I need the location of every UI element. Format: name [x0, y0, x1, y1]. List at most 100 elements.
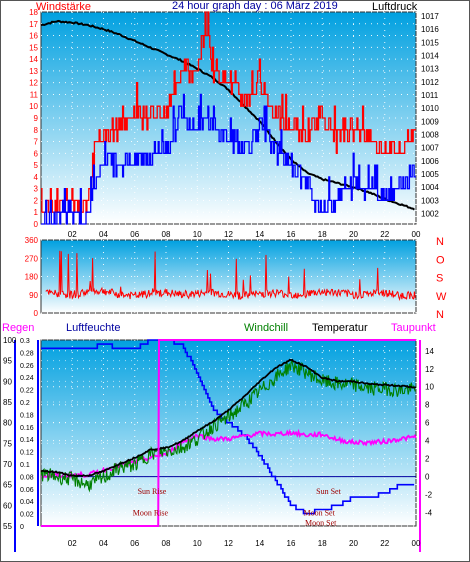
- wind-direction-line: [45, 250, 416, 302]
- x-tick-label: 16: [287, 539, 296, 548]
- right-tick-label: 1006: [421, 157, 439, 166]
- right-tick-label: 1003: [421, 196, 439, 205]
- dewpoint-header: Taupunkt: [391, 322, 436, 334]
- x-tick-label: 12: [224, 230, 233, 239]
- x-tick-label: 08: [162, 539, 171, 548]
- right-tick-label: 1007: [421, 144, 439, 153]
- x-tick-label: 22: [380, 230, 389, 239]
- rain-tick-label: 0: [20, 524, 24, 531]
- rain-tick-label: 0.18: [20, 412, 34, 419]
- humidity-tick-label: 85: [3, 398, 12, 407]
- direction-tick-label: 180: [25, 273, 39, 282]
- rain-tick-label: 0.28: [20, 350, 34, 357]
- compass-label: O: [436, 254, 445, 266]
- x-tick-label: 14: [255, 539, 264, 548]
- rain-tick-label: 0.22: [20, 388, 34, 395]
- right-tick-label: 1005: [421, 170, 439, 179]
- right-tick-label: 1014: [421, 51, 439, 60]
- x-tick-label: 18: [318, 230, 327, 239]
- left-tick-label: 18: [29, 8, 38, 17]
- left-tick-label: 12: [29, 79, 38, 88]
- humidity-tick-label: 60: [3, 501, 12, 510]
- rain-tick-label: 0.24: [20, 375, 34, 382]
- humidity-tick-label: 65: [3, 481, 12, 490]
- x-tick-label: 18: [318, 539, 327, 548]
- rain-header: Regen: [2, 322, 34, 334]
- right-tick-label: 1004: [421, 183, 439, 192]
- right-tick-label: 1009: [421, 117, 439, 126]
- direction-tick-label: 0: [34, 309, 39, 318]
- temperature-tick-label: 4: [425, 437, 430, 446]
- x-tick-label: 00: [412, 539, 421, 548]
- x-tick-label: 12: [224, 539, 233, 548]
- left-tick-label: 6: [34, 149, 39, 158]
- rain-tick-label: 0.14: [20, 437, 34, 444]
- rain-tick-label: 0.04: [20, 499, 34, 506]
- temperature-tick-label: 2: [425, 455, 430, 464]
- temperature-tick-label: 14: [425, 347, 434, 356]
- temperature-header: Temperatur: [312, 322, 368, 334]
- x-tick-label: 04: [99, 539, 108, 548]
- left-tick-label: 7: [34, 138, 39, 147]
- wind-pressure-chart: 0123456789101112131415161718100210031004…: [29, 8, 439, 239]
- right-tick-label: 1012: [421, 78, 439, 87]
- x-tick-label: 20: [349, 539, 358, 548]
- humidity-line: [41, 339, 415, 515]
- right-tick-label: 1015: [421, 38, 439, 47]
- temp-humidity-plot-area: [40, 339, 417, 527]
- annotation-label: Moon Set: [303, 509, 335, 518]
- humidity-tick-label: 55: [3, 522, 12, 531]
- right-tick-label: 1008: [421, 130, 439, 139]
- x-tick-label: 22: [380, 539, 389, 548]
- annotation-label: Sun Set: [316, 487, 341, 496]
- annotation-label: Sun Rise: [138, 487, 167, 496]
- x-tick-label: 00: [412, 230, 421, 239]
- humidity-tick-label: 70: [3, 460, 12, 469]
- direction-tick-label: 360: [25, 236, 39, 245]
- pressure-line: [40, 19, 415, 211]
- left-tick-label: 9: [34, 114, 39, 123]
- rain-tick-label: 0.3: [20, 338, 30, 345]
- humidity-tick-label: 75: [3, 439, 12, 448]
- x-tick-label: 06: [130, 230, 139, 239]
- rain-tick-label: 0.2: [20, 400, 30, 407]
- temperature-tick-label: 8: [425, 401, 430, 410]
- x-tick-label: 08: [162, 230, 171, 239]
- temperature-line: [40, 358, 417, 478]
- right-tick-label: 1017: [421, 12, 439, 21]
- temperature-tick-label: 0: [425, 473, 430, 482]
- rain-line: [41, 339, 416, 527]
- right-tick-label: 1011: [421, 91, 439, 100]
- temperature-tick-label: 10: [425, 383, 434, 392]
- left-tick-label: 17: [29, 20, 38, 29]
- right-tick-label: 1013: [421, 65, 439, 74]
- x-tick-label: 20: [349, 230, 358, 239]
- humidity-tick-label: 95: [3, 357, 12, 366]
- dewpoint-line: [40, 428, 417, 479]
- rain-tick-label: 0.1: [20, 462, 30, 469]
- compass-label: N: [436, 236, 444, 248]
- wind-strength-label: Windstärke: [36, 1, 91, 13]
- rain-tick-label: 0.12: [20, 450, 34, 457]
- right-tick-label: 1016: [421, 25, 439, 34]
- humidity-tick-label: 100: [3, 336, 17, 345]
- air-pressure-label: Luftdruck: [372, 1, 418, 13]
- left-tick-label: 16: [29, 32, 38, 41]
- left-tick-label: 2: [34, 196, 39, 205]
- humidity-header: Luftfeuchte: [66, 322, 120, 334]
- temperature-tick-label: 6: [425, 419, 430, 428]
- temperature-tick-label: -2: [425, 491, 433, 500]
- left-tick-label: 1: [34, 208, 39, 217]
- x-tick-label: 10: [193, 539, 202, 548]
- x-tick-label: 02: [68, 230, 77, 239]
- left-tick-label: 10: [29, 102, 38, 111]
- wind-speed-line: [41, 93, 416, 225]
- rain-tick-label: 0.02: [20, 512, 34, 519]
- x-tick-label: 06: [130, 539, 139, 548]
- left-tick-label: 5: [34, 161, 39, 170]
- wind-gust-line: [41, 11, 416, 213]
- temp-humidity-chart: 55606570758085909510000.020.040.060.080.…: [3, 336, 434, 552]
- compass-label: S: [436, 273, 443, 285]
- humidity-tick-label: 80: [3, 419, 12, 428]
